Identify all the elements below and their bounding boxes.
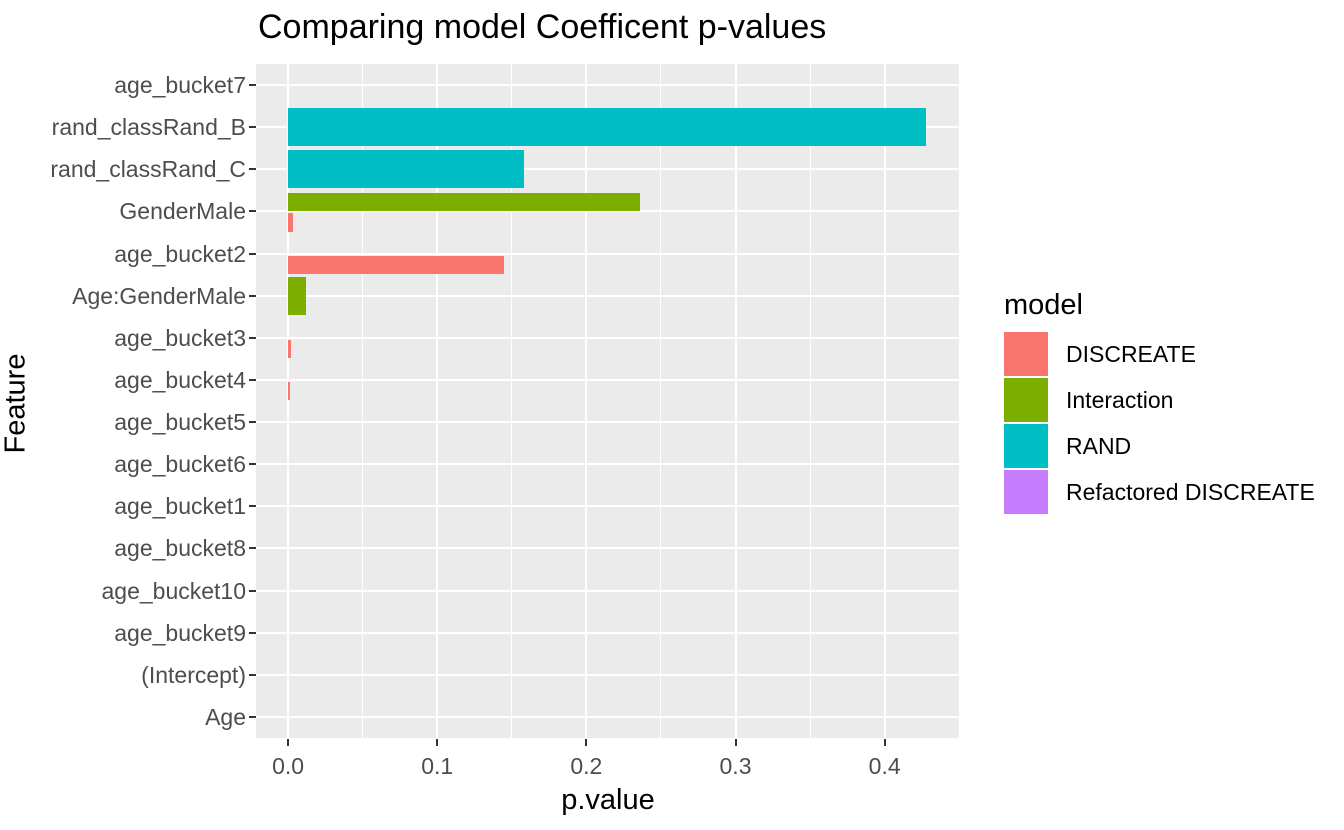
gridline-major-y bbox=[256, 168, 960, 171]
y-tick-mark bbox=[249, 673, 256, 676]
gridline-major-y bbox=[256, 210, 960, 213]
legend-title: model bbox=[1004, 289, 1083, 321]
y-tick-mark bbox=[249, 336, 256, 339]
y-tick-label: age_bucket9 bbox=[114, 619, 246, 646]
gridline-major-y bbox=[256, 421, 960, 424]
plot-title: Comparing model Coefficent p-values bbox=[258, 8, 827, 46]
y-tick-mark bbox=[249, 252, 256, 255]
y-tick-label: age_bucket4 bbox=[114, 366, 246, 393]
y-tick-mark bbox=[249, 505, 256, 508]
legend-entry: Interaction bbox=[1004, 378, 1340, 422]
gridline-major-y bbox=[256, 378, 960, 381]
x-tick-label: 0.3 bbox=[719, 753, 752, 779]
y-tick-label: Age:GenderMale bbox=[72, 282, 246, 309]
y-tick-label: Age bbox=[205, 703, 246, 730]
gridline-minor-x bbox=[809, 64, 811, 738]
gridline-major-y bbox=[256, 294, 960, 297]
y-axis-labels: age_bucket7 rand_classRand_B rand_classRan… bbox=[0, 0, 246, 830]
x-tick-mark bbox=[585, 739, 588, 746]
gridline-major-x bbox=[734, 64, 737, 738]
x-tick-label: 0.0 bbox=[272, 753, 305, 779]
x-tick-mark bbox=[734, 739, 737, 746]
bar-rand-classrand-b bbox=[288, 108, 927, 147]
gridline-major-x bbox=[436, 64, 439, 738]
gridline-major-y bbox=[256, 252, 960, 255]
y-tick-label: (Intercept) bbox=[141, 661, 246, 688]
gridline-minor-x bbox=[511, 64, 513, 738]
legend-key-swatch bbox=[1004, 424, 1048, 468]
gridline-major-y bbox=[256, 505, 960, 508]
y-tick-mark bbox=[249, 294, 256, 297]
y-tick-mark bbox=[249, 715, 256, 718]
y-tick-label: age_bucket3 bbox=[114, 324, 246, 351]
gridline-major-y bbox=[256, 673, 960, 676]
legend-key-swatch bbox=[1004, 332, 1048, 376]
bar-age-bucket2 bbox=[288, 255, 505, 275]
legend-entry: RAND bbox=[1004, 424, 1340, 468]
y-tick-label: rand_classRand_B bbox=[51, 114, 246, 141]
y-tick-label: age_bucket7 bbox=[114, 72, 246, 99]
legend-key-swatch bbox=[1004, 470, 1048, 514]
x-tick-label: 0.1 bbox=[421, 753, 454, 779]
legend-entry-label: DISCREATE bbox=[1066, 340, 1196, 367]
legend-entry-label: Refactored DISCREATE bbox=[1066, 478, 1315, 505]
gridline-major-y bbox=[256, 715, 960, 718]
gridline-major-x bbox=[883, 64, 886, 738]
gridline-major-y bbox=[256, 631, 960, 634]
gridline-minor-x bbox=[958, 64, 960, 738]
y-tick-mark bbox=[249, 463, 256, 466]
gridline-major-y bbox=[256, 463, 960, 466]
chart-panel bbox=[256, 64, 960, 738]
gridline-major-y bbox=[256, 336, 960, 339]
legend-entry: Refactored DISCREATE bbox=[1004, 470, 1340, 514]
x-tick-label: 0.4 bbox=[868, 753, 901, 779]
y-tick-label: age_bucket10 bbox=[101, 577, 246, 604]
gridline-major-y bbox=[256, 84, 960, 87]
legend: model DISCREATE Interaction RAND Refactored… bbox=[1004, 288, 1340, 516]
y-tick-mark bbox=[249, 589, 256, 592]
x-tick-mark bbox=[436, 739, 439, 746]
gridline-minor-x bbox=[362, 64, 364, 738]
y-tick-mark bbox=[249, 168, 256, 171]
bar-gendermale bbox=[288, 192, 641, 212]
gridline-minor-x bbox=[660, 64, 662, 738]
y-tick-mark bbox=[249, 421, 256, 424]
gridline-major-y bbox=[256, 589, 960, 592]
y-tick-label: age_bucket5 bbox=[114, 409, 246, 436]
legend-entries: DISCREATE Interaction RAND Refactored DISCR… bbox=[1004, 332, 1340, 514]
legend-entry-label: RAND bbox=[1066, 432, 1132, 459]
y-tick-label: age_bucket8 bbox=[114, 535, 246, 562]
bar-gendermale bbox=[288, 213, 293, 232]
y-tick-mark bbox=[249, 631, 256, 634]
legend-entry: DISCREATE bbox=[1004, 332, 1340, 376]
y-tick-mark bbox=[249, 378, 256, 381]
y-tick-mark bbox=[249, 84, 256, 87]
y-tick-label: GenderMale bbox=[119, 198, 246, 225]
bar-age-bucket3 bbox=[288, 339, 292, 359]
legend-entry-label: Interaction bbox=[1066, 386, 1174, 413]
y-tick-label: rand_classRand_C bbox=[50, 156, 246, 183]
bar-age-gendermale bbox=[288, 276, 306, 315]
y-tick-mark bbox=[249, 126, 256, 129]
y-tick-mark bbox=[249, 210, 256, 213]
x-tick-mark bbox=[287, 739, 290, 746]
y-tick-label: age_bucket1 bbox=[114, 493, 246, 520]
bar-rand-classrand-c bbox=[288, 150, 524, 189]
gridline-major-y bbox=[256, 547, 960, 550]
x-axis-title: p.value bbox=[561, 784, 655, 816]
y-tick-mark bbox=[249, 547, 256, 550]
legend-key-swatch bbox=[1004, 378, 1048, 422]
x-tick-label: 0.2 bbox=[570, 753, 603, 779]
bar-age-bucket4 bbox=[288, 381, 290, 401]
gridline-major-x bbox=[287, 64, 290, 738]
y-tick-label: age_bucket6 bbox=[114, 451, 246, 478]
gridline-major-x bbox=[585, 64, 588, 738]
y-tick-label: age_bucket2 bbox=[114, 240, 246, 267]
x-tick-mark bbox=[883, 739, 886, 746]
